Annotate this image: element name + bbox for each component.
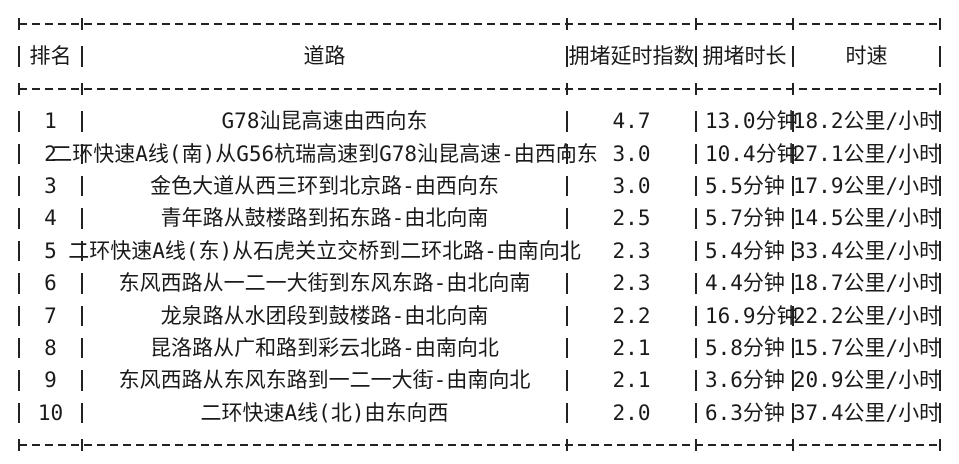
speed-cell: 33.4公里/小时 bbox=[792, 235, 941, 267]
speed-cell: 22.2公里/小时 bbox=[792, 300, 941, 332]
table-row: 2 二环快速A线(南)从G56杭瑞高速到G78汕昆高速-由西向东 3.0 10.4分钟… bbox=[18, 138, 941, 170]
speed-cell: 15.7公里/小时 bbox=[792, 332, 941, 364]
rule-plus-mark bbox=[566, 82, 568, 95]
dashed-rule bbox=[18, 18, 941, 31]
table-row: 6 东风西路从一二一大街到东风东路-由北向南 2.3 4.4分钟 18.7公里/小时 bbox=[18, 267, 941, 299]
table-row: 8 昆洛路从广和路到彩云北路-由南向北 2.1 5.8分钟 15.7公里/小时 bbox=[18, 332, 941, 364]
rule-plus-mark bbox=[18, 439, 20, 452]
header-speed: 时速 bbox=[792, 40, 941, 72]
rule-plus-mark bbox=[18, 18, 20, 31]
speed-cell: 17.9公里/小时 bbox=[792, 170, 941, 202]
road-cell: 东风西路从东风东路到一二一大街-由南向北 bbox=[81, 364, 567, 396]
duration-cell: 5.7分钟 bbox=[695, 202, 793, 234]
duration-cell: 5.5分钟 bbox=[695, 170, 793, 202]
rank-cell: 8 bbox=[18, 332, 82, 364]
table-row: 4 青年路从鼓楼路到拓东路-由北向南 2.5 5.7分钟 14.5公里/小时 bbox=[18, 202, 941, 234]
index-cell: 2.2 bbox=[566, 300, 696, 332]
speed-cell: 18.2公里/小时 bbox=[792, 105, 941, 137]
rule-plus-mark bbox=[695, 82, 697, 95]
duration-cell: 5.4分钟 bbox=[695, 235, 793, 267]
road-cell: 二环快速A线(东)从石虎关立交桥到二环北路-由南向北 bbox=[68, 235, 581, 267]
table-row: 10 二环快速A线(北)由东向西 2.0 6.3分钟 37.4公里/小时 bbox=[18, 397, 941, 429]
traffic-table: 排名 道路 拥堵延时指数 拥堵时长 时速 1 G78汕昆高速由西向东 4.7 13.0… bbox=[18, 8, 941, 461]
rank-cell: 10 bbox=[18, 397, 82, 429]
table-border-bottom bbox=[18, 429, 941, 461]
table-row: 9 东风西路从东风东路到一二一大街-由南向北 2.1 3.6分钟 20.9公里/小时 bbox=[18, 364, 941, 396]
index-cell: 4.7 bbox=[566, 105, 696, 137]
dashed-rule bbox=[18, 82, 941, 95]
header-road: 道路 bbox=[81, 40, 567, 72]
rank-cell: 4 bbox=[18, 202, 82, 234]
rule-plus-mark bbox=[939, 439, 941, 452]
table-row: 7 龙泉路从水团段到鼓楼路-由北向南 2.2 16.9分钟 22.2公里/小时 bbox=[18, 300, 941, 332]
rank-cell: 3 bbox=[18, 170, 82, 202]
index-cell: 2.0 bbox=[566, 397, 696, 429]
road-cell: 金色大道从西三环到北京路-由西向东 bbox=[81, 170, 567, 202]
rank-cell: 9 bbox=[18, 364, 82, 396]
index-cell: 3.0 bbox=[566, 138, 696, 170]
rule-plus-mark bbox=[792, 18, 794, 31]
rank-cell: 2 bbox=[18, 138, 82, 170]
table-row: 1 G78汕昆高速由西向东 4.7 13.0分钟 18.2公里/小时 bbox=[18, 105, 941, 137]
index-cell: 2.1 bbox=[566, 364, 696, 396]
speed-cell: 20.9公里/小时 bbox=[792, 364, 941, 396]
rule-plus-mark bbox=[695, 439, 697, 452]
duration-cell: 13.0分钟 bbox=[695, 105, 798, 137]
table-border-top bbox=[18, 8, 941, 40]
rule-plus-mark bbox=[566, 439, 568, 452]
road-cell: 青年路从鼓楼路到拓东路-由北向南 bbox=[81, 202, 567, 234]
duration-cell: 6.3分钟 bbox=[695, 397, 793, 429]
rule-plus-mark bbox=[939, 82, 941, 95]
rank-cell: 5 bbox=[18, 235, 82, 267]
duration-cell: 5.8分钟 bbox=[695, 332, 793, 364]
rule-plus-mark bbox=[81, 18, 83, 31]
duration-cell: 3.6分钟 bbox=[695, 364, 793, 396]
road-cell: G78汕昆高速由西向东 bbox=[81, 105, 567, 137]
table-body: 1 G78汕昆高速由西向东 4.7 13.0分钟 18.2公里/小时 2 二环快速A线(南)… bbox=[18, 105, 941, 429]
header-duration: 拥堵时长 bbox=[695, 40, 793, 72]
rule-plus-mark bbox=[939, 18, 941, 31]
duration-cell: 16.9分钟 bbox=[695, 300, 798, 332]
rank-cell: 7 bbox=[18, 300, 82, 332]
dashed-rule bbox=[18, 439, 941, 452]
table-row: 3 金色大道从西三环到北京路-由西向东 3.0 5.5分钟 17.9公里/小时 bbox=[18, 170, 941, 202]
speed-cell: 37.4公里/小时 bbox=[792, 397, 941, 429]
table-header-row: 排名 道路 拥堵延时指数 拥堵时长 时速 bbox=[18, 40, 941, 72]
rank-cell: 1 bbox=[18, 105, 82, 137]
index-cell: 2.5 bbox=[566, 202, 696, 234]
rank-cell: 6 bbox=[18, 267, 82, 299]
speed-cell: 27.1公里/小时 bbox=[792, 138, 941, 170]
header-rank: 排名 bbox=[18, 40, 82, 72]
rule-plus-mark bbox=[566, 18, 568, 31]
rule-plus-mark bbox=[792, 82, 794, 95]
road-cell: 龙泉路从水团段到鼓楼路-由北向南 bbox=[81, 300, 567, 332]
rule-plus-mark bbox=[18, 82, 20, 95]
road-cell: 昆洛路从广和路到彩云北路-由南向北 bbox=[81, 332, 567, 364]
table-header-separator bbox=[18, 73, 941, 105]
index-cell: 2.3 bbox=[566, 267, 696, 299]
rule-plus-mark bbox=[81, 82, 83, 95]
road-cell: 东风西路从一二一大街到东风东路-由北向南 bbox=[81, 267, 567, 299]
rule-plus-mark bbox=[81, 439, 83, 452]
rule-plus-mark bbox=[695, 18, 697, 31]
road-cell: 二环快速A线(南)从G56杭瑞高速到G78汕昆高速-由西向东 bbox=[51, 138, 597, 170]
index-cell: 2.3 bbox=[566, 235, 696, 267]
duration-cell: 10.4分钟 bbox=[695, 138, 798, 170]
rule-plus-mark bbox=[792, 439, 794, 452]
duration-cell: 4.4分钟 bbox=[695, 267, 793, 299]
index-cell: 2.1 bbox=[566, 332, 696, 364]
speed-cell: 14.5公里/小时 bbox=[792, 202, 941, 234]
table-row: 5 二环快速A线(东)从石虎关立交桥到二环北路-由南向北 2.3 5.4分钟 33.4公… bbox=[18, 235, 941, 267]
index-cell: 3.0 bbox=[566, 170, 696, 202]
header-index: 拥堵延时指数 bbox=[566, 40, 696, 72]
speed-cell: 18.7公里/小时 bbox=[792, 267, 941, 299]
road-cell: 二环快速A线(北)由东向西 bbox=[81, 397, 567, 429]
